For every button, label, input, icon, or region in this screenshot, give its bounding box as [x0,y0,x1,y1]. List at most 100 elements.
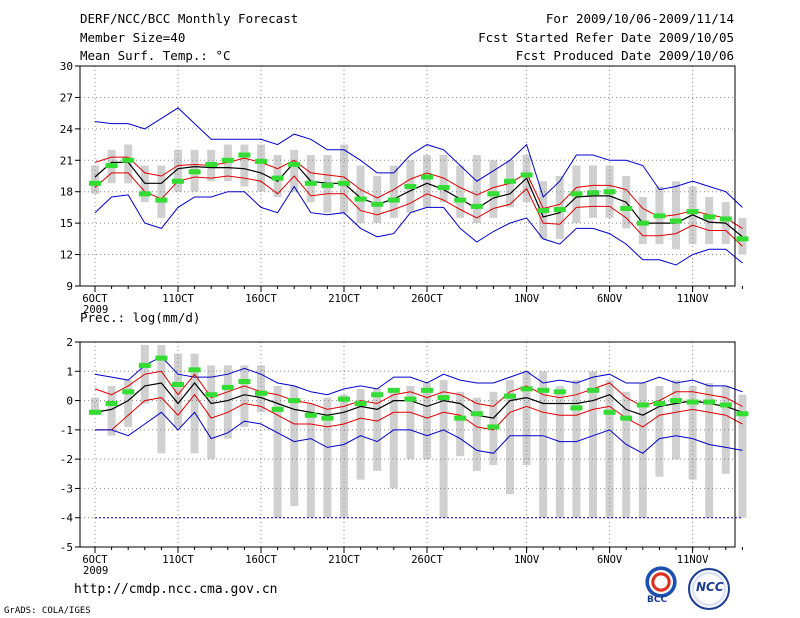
temp-spread-box [157,165,166,218]
temp-x-tick-label: 21OCT [328,293,360,305]
temp-spread-box [506,160,514,208]
prec-y-tick-label: -5 [60,541,73,554]
temp-observed-mark [238,152,251,158]
member-size: Member Size=40 [80,30,186,45]
prec-observed-mark [89,409,101,415]
prec-spread-box [406,385,415,460]
prec-spread-box [389,388,398,489]
temp-observed-mark [703,214,716,220]
prec-plot-frame [79,341,736,548]
temp-spread-box [240,144,249,187]
prec-spread-box [356,388,365,480]
temp-observed-mark [553,207,566,213]
temp-x-tick-label: 11NOV [677,293,709,305]
prec-spread-box [738,394,747,518]
temp-spread-box [124,144,133,184]
temp-observed-mark [304,180,317,186]
temp-panel: 9 12 15 18 21 24 27 30 6OCT 11OCT 16OCT 21OCT 26OCT 1… [60,60,749,316]
prec-spread-box [223,365,232,439]
temp-y-tick-label: 27 [60,91,73,104]
temp-x-tick-label: 6OCT [82,293,108,305]
prec-spread-box [655,385,664,477]
prec-spread-box [340,394,348,518]
temp-x-year-label: 2009 [83,304,108,316]
prec-spread-box [688,385,697,480]
temp-observed-mark [155,197,168,203]
prec-spread-box [207,365,216,460]
temp-spread-box [91,165,99,194]
prec-observed-mark [653,401,666,406]
prec-observed-mark [371,392,384,398]
temp-spread-box [423,155,431,208]
prec-spread-box [672,380,680,460]
temp-x-tick-label: 11OCT [162,293,194,305]
temp-spread-box [257,144,265,192]
prec-observed-mark [537,387,550,393]
prec-observed-mark [437,395,450,401]
prec-observed-mark [504,393,516,399]
prec-observed-mark [271,406,284,412]
temp-observed-mark [537,208,550,214]
prec-y-tick-label: 2 [66,336,73,349]
fcst-started-date: Fcst Started Refer Date 2009/10/05 [478,30,734,45]
prec-observed-mark [421,387,433,393]
prec-observed-mark [620,415,633,421]
prec-observed-mark [205,392,218,398]
prec-spread-box [721,385,730,474]
prec-spread-box [472,397,481,471]
temp-observed-mark [620,205,633,211]
prec-spread-box [506,380,514,495]
forecast-period: For 2009/10/06-2009/11/14 [545,11,734,26]
temp-observed-mark [205,161,218,167]
prec-observed-mark [188,367,201,373]
prec-spread-box [290,385,299,506]
prec-observed-mark [520,386,533,392]
temp-observed-mark [338,180,350,186]
prec-observed-mark [288,398,301,404]
temp-observed-mark [105,163,118,169]
ncc-logo: NCC [686,566,732,610]
temp-y-tick-label: 24 [60,123,74,136]
temp-observed-mark [454,197,467,203]
prec-spread-box [107,385,116,436]
prec-y-tick-label: -2 [60,453,73,466]
prec-observed-mark [587,387,599,393]
prec-spread-box [638,383,647,518]
temp-observed-mark [603,189,616,195]
prec-y-tick-label: 0 [66,395,73,408]
prec-spread-box [273,385,282,518]
prec-x-year-label: 2009 [83,565,108,577]
fcst-produced-date: Fcst Produced Date 2009/10/06 [515,48,734,63]
temp-observed-mark [470,203,483,209]
temp-observed-mark [89,180,101,186]
prec-y-tick-label: -1 [60,424,73,437]
prec-spread-box [555,385,564,518]
prec-ensemble-min-line [95,411,743,454]
prec-y-tick-label: -3 [60,482,73,495]
prec-y-tick-label: -4 [60,512,74,525]
temp-y-tick-label: 9 [66,280,73,293]
prec-ensemble-max-line [94,355,743,396]
prec-spread-box [456,391,465,457]
prec-observed-mark [221,384,234,390]
temp-spread-box [389,165,398,218]
temp-ensemble-mean-line [94,161,743,238]
prec-x-tick-label: 16OCT [245,554,277,566]
temp-observed-mark [487,191,500,197]
temp-x-tick-label: 1NOV [514,293,540,305]
ncc-logo-text: NCC [696,580,724,594]
prec-spread-box [323,397,332,518]
temp-observed-mark [271,175,284,181]
prec-observed-mark [670,398,682,404]
temp-x-tick-label: 6NOV [597,293,623,305]
temp-observed-mark [404,183,417,189]
prec-observed-mark [105,401,118,406]
temp-observed-mark [520,172,533,178]
temp-y-tick-label: 21 [60,154,73,167]
source-url[interactable]: http://cmdp.ncc.cma.gov.cn [74,582,278,597]
prec-x-tick-label: 11NOV [677,554,709,566]
prec-observed-mark [122,389,135,395]
prec-observed-mark [470,411,483,417]
